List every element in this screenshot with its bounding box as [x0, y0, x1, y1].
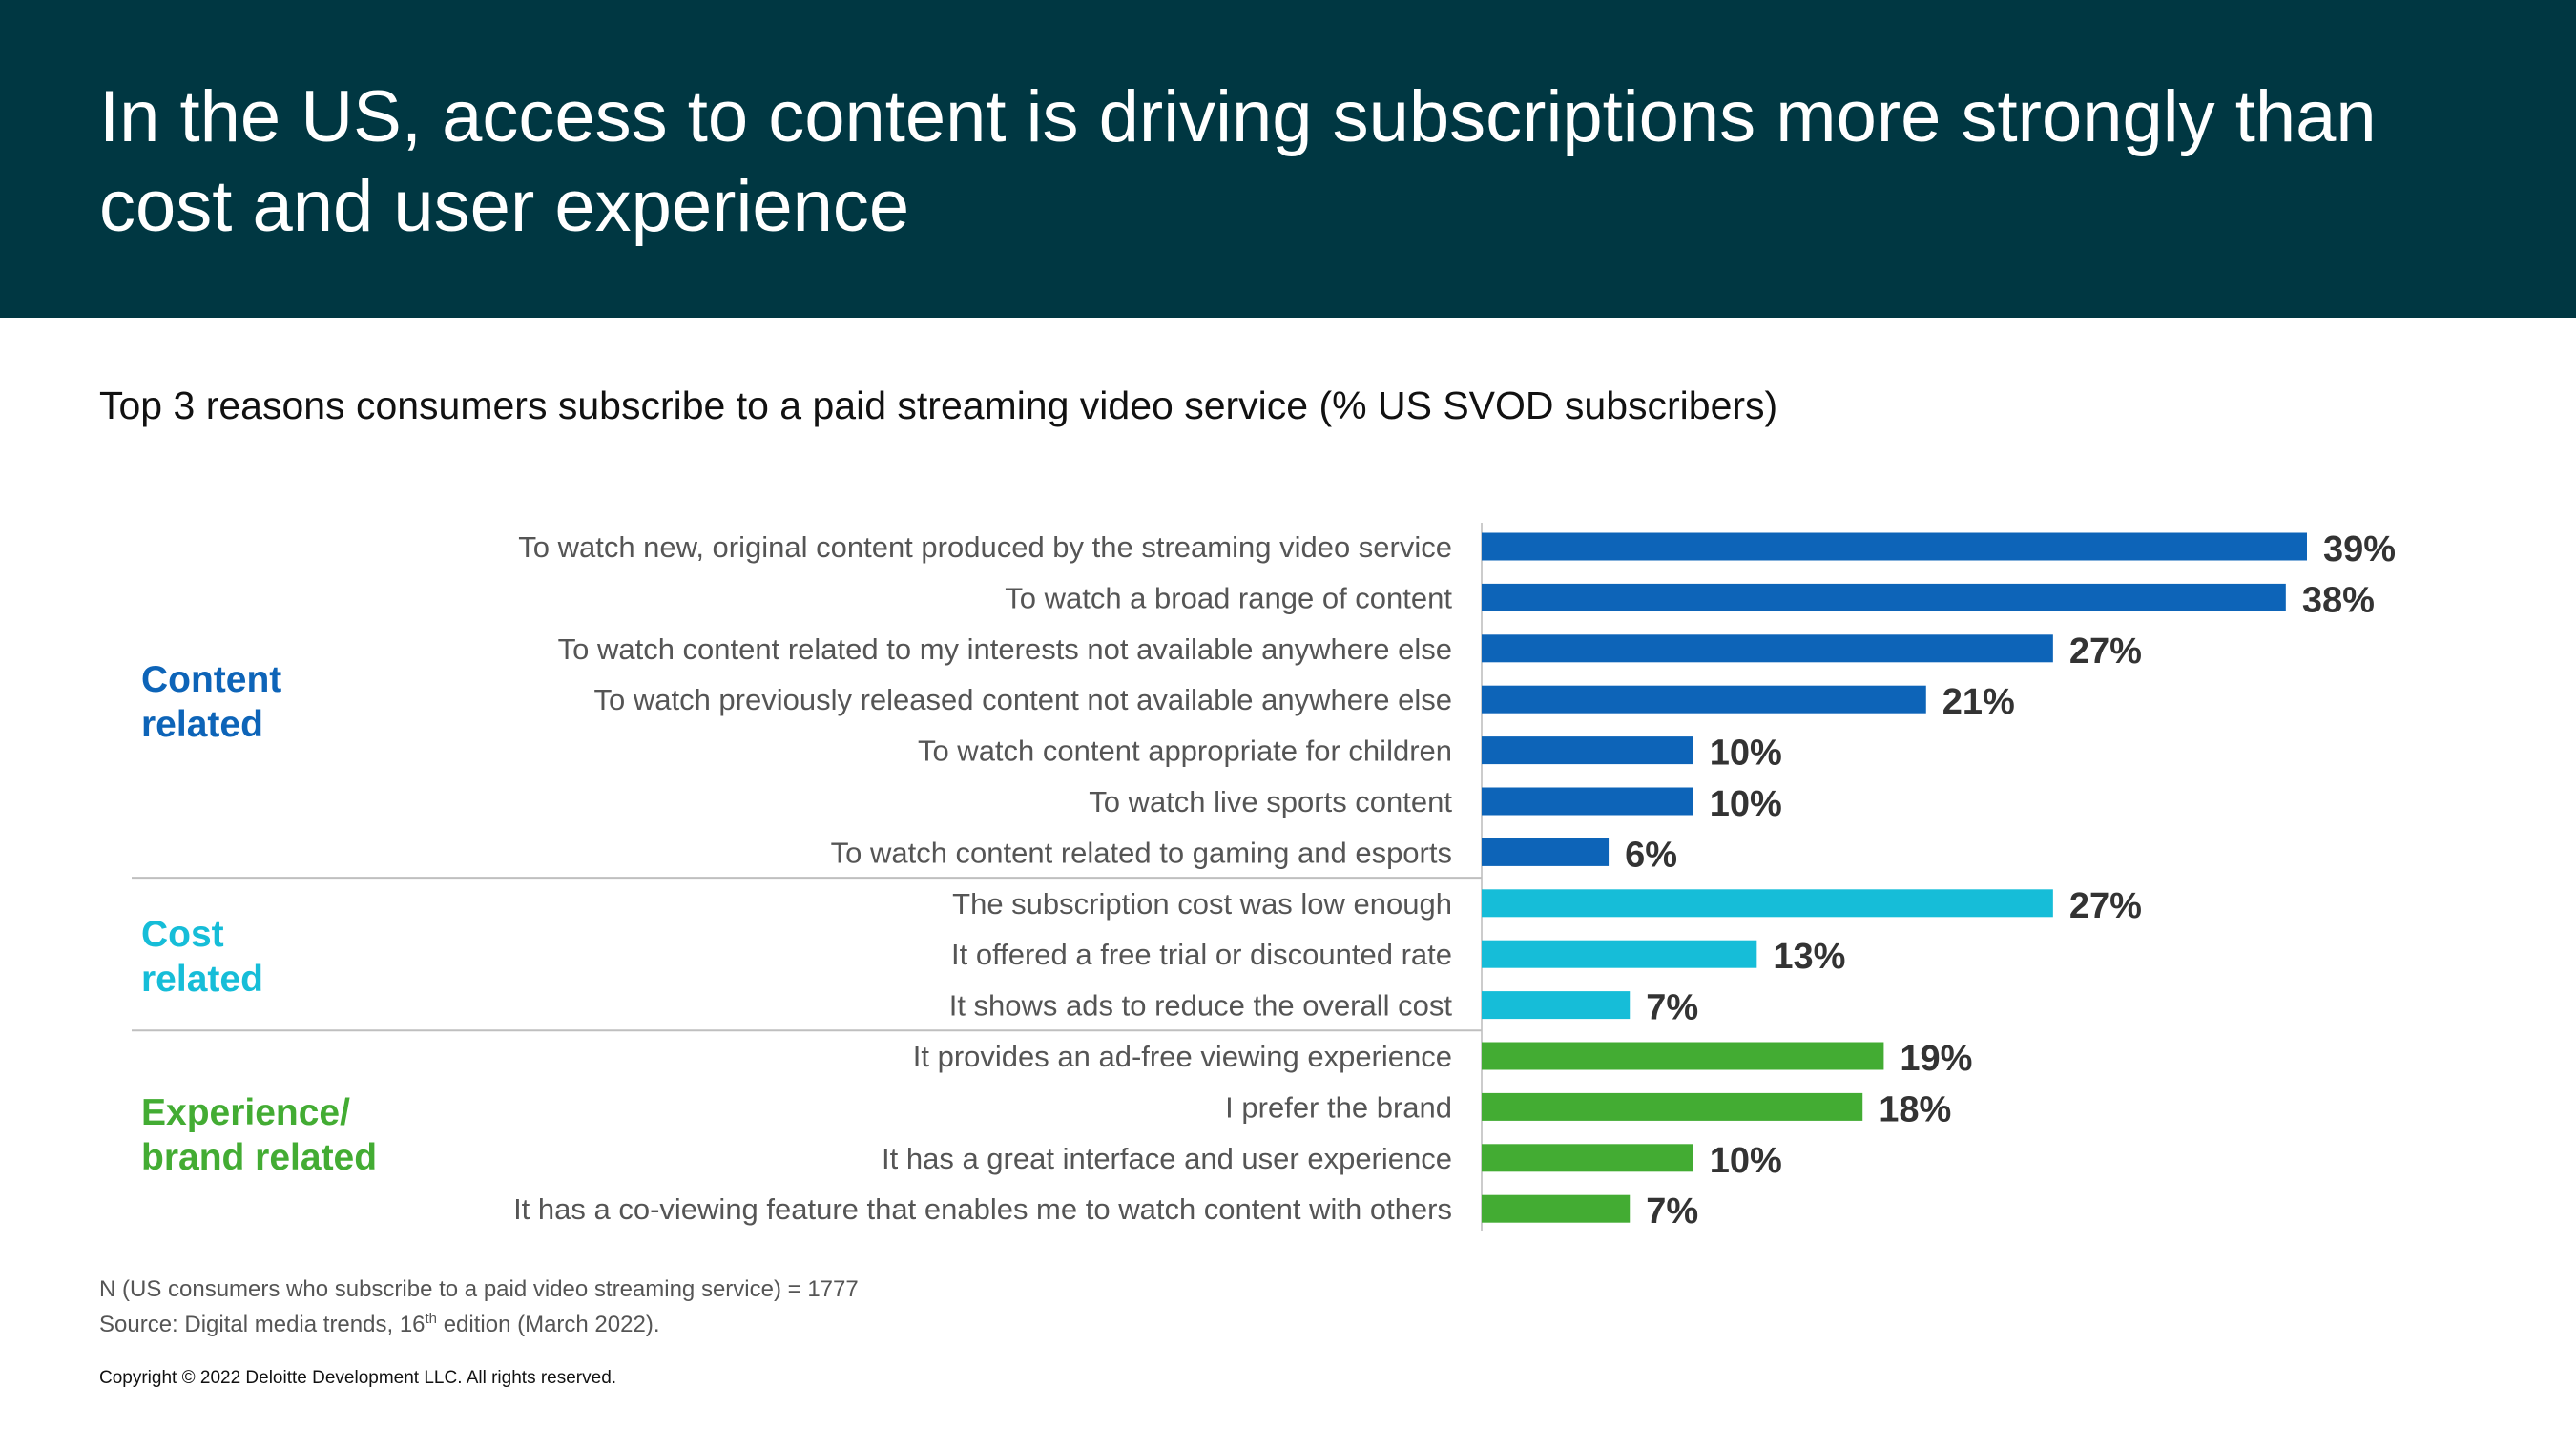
category-label: To watch a broad range of content: [1005, 581, 1452, 614]
value-label: 38%: [2302, 580, 2375, 620]
bar: [1482, 1144, 1693, 1172]
title-banner: In the US, access to content is driving …: [0, 0, 2576, 318]
category-label: It has a co-viewing feature that enables…: [513, 1192, 1452, 1226]
bar: [1482, 940, 1757, 968]
bar: [1482, 787, 1693, 816]
group-label: Experience/brand related: [141, 1092, 377, 1178]
bar: [1482, 736, 1693, 765]
category-label: To watch content related to my interests…: [558, 632, 1452, 666]
bar: [1482, 583, 2286, 611]
bar: [1482, 1042, 1884, 1070]
bar: [1482, 532, 2307, 561]
bar: [1482, 838, 1610, 866]
category-label: To watch content appropriate for childre…: [918, 735, 1452, 768]
group-label: Content related: [141, 659, 281, 745]
copyright-notice: Copyright © 2022 Deloitte Development LL…: [99, 1368, 617, 1388]
category-label: I prefer the brand: [1225, 1090, 1452, 1124]
category-label: It offered a free trial or discounted ra…: [951, 938, 1452, 971]
value-label: 21%: [1942, 682, 2015, 722]
category-label: The subscription cost was low enough: [952, 887, 1452, 921]
value-label: 27%: [2069, 631, 2142, 672]
value-label: 13%: [1773, 937, 1845, 977]
sample-size-note: N (US consumers who subscribe to a paid …: [99, 1276, 859, 1302]
footnote: N (US consumers who subscribe to a paid …: [99, 1274, 859, 1339]
value-label: 27%: [2069, 886, 2142, 926]
chart-rows: To watch new, original content produced …: [132, 529, 2396, 1232]
category-label: It provides an ad-free viewing experienc…: [913, 1040, 1452, 1073]
bar: [1482, 634, 2053, 663]
category-label: It shows ads to reduce the overall cost: [949, 989, 1453, 1023]
value-label: 6%: [1625, 835, 1677, 875]
value-label: 7%: [1646, 988, 1698, 1028]
source-note: Source: Digital media trends, 16th editi…: [99, 1311, 660, 1337]
bar: [1482, 991, 1631, 1020]
page-title: In the US, access to content is driving …: [99, 76, 2377, 247]
value-label: 18%: [1879, 1089, 1951, 1129]
value-label: 10%: [1710, 1141, 1782, 1181]
value-label: 10%: [1710, 734, 1782, 774]
category-label: To watch live sports content: [1089, 785, 1452, 818]
value-label: 19%: [1900, 1039, 1972, 1079]
group-label: Cost related: [141, 914, 263, 1000]
bar: [1482, 685, 1926, 714]
category-label: It has a great interface and user experi…: [882, 1142, 1452, 1175]
value-label: 7%: [1646, 1191, 1698, 1232]
bar: [1482, 889, 2053, 918]
bar: [1482, 1194, 1631, 1223]
chart-subtitle: Top 3 reasons consumers subscribe to a p…: [99, 383, 1778, 427]
category-label: To watch content related to gaming and e…: [831, 836, 1452, 869]
category-label: To watch previously released content not…: [593, 683, 1452, 716]
bar: [1482, 1092, 1863, 1121]
value-label: 39%: [2323, 529, 2396, 569]
category-label: To watch new, original content produced …: [518, 530, 1452, 564]
value-label: 10%: [1710, 784, 1782, 824]
